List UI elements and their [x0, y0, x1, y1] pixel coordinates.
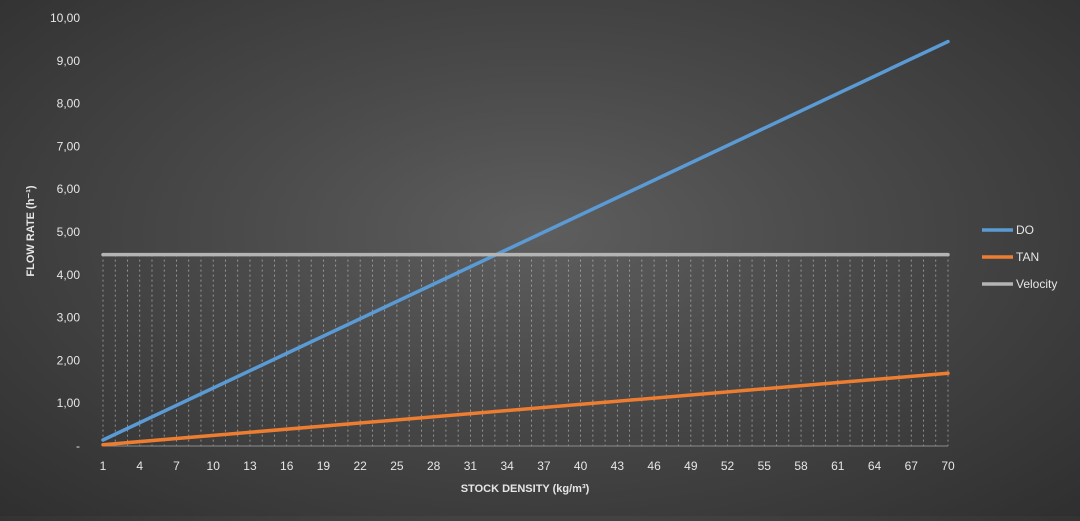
x-tick-label: 55 [758, 459, 772, 473]
y-tick-label: 1,00 [57, 396, 81, 410]
x-tick-label: 58 [794, 459, 808, 473]
x-tick-label: 64 [868, 459, 882, 473]
y-tick-label: 9,00 [57, 54, 81, 68]
series [101, 39, 950, 447]
x-tick-label: 25 [390, 459, 404, 473]
y-tick-label: 10,00 [50, 11, 80, 25]
x-axis-ticks: 1 4 7 10 13 16 19 22 25 28 31 34 37 40 43 46 49 52 55 58 61 6… [100, 459, 955, 473]
x-tick-label: 49 [684, 459, 698, 473]
y-tick-label: 3,00 [57, 311, 81, 325]
x-tick-label: 67 [905, 459, 919, 473]
y-tick-label: 5,00 [57, 225, 81, 239]
legend-label: Velocity [1016, 277, 1057, 291]
x-tick-label: 22 [353, 459, 367, 473]
x-tick-label: 52 [721, 459, 735, 473]
x-tick-label: 40 [574, 459, 588, 473]
x-tick-label: 7 [173, 459, 180, 473]
x-tick-label: 13 [243, 459, 257, 473]
y-tick-label: 7,00 [57, 139, 81, 153]
x-tick-label: 1 [100, 459, 107, 473]
x-tick-label: 46 [647, 459, 661, 473]
x-tick-label: 28 [427, 459, 441, 473]
y-tick-label: 8,00 [57, 97, 81, 111]
y-tick-label: - [76, 439, 80, 453]
series-line-tan [101, 371, 950, 447]
x-tick-label: 16 [280, 459, 294, 473]
x-axis-title: STOCK DENSITY (kg/m³) [461, 483, 590, 495]
x-tick-label: 4 [136, 459, 143, 473]
y-tick-label: 6,00 [57, 182, 81, 196]
y-axis-ticks: - 1,00 2,00 3,00 4,00 5,00 6,00 7,00 8,00 9,00 10,… [50, 11, 80, 453]
x-tick-label: 31 [464, 459, 478, 473]
x-tick-label: 34 [500, 459, 514, 473]
x-tick-label: 43 [611, 459, 625, 473]
series-line-do [101, 39, 950, 442]
legend-label: DO [1016, 223, 1034, 237]
x-tick-label: 19 [317, 459, 331, 473]
x-tick-label: 61 [831, 459, 845, 473]
y-tick-label: 4,00 [57, 268, 81, 282]
x-tick-label: 37 [537, 459, 551, 473]
x-tick-label: 70 [941, 459, 955, 473]
legend-label: TAN [1016, 250, 1039, 264]
y-axis-title: FLOW RATE (h⁻¹) [25, 185, 37, 276]
x-tick-label: 10 [207, 459, 221, 473]
y-tick-label: 2,00 [57, 353, 81, 367]
grid [102, 254, 949, 446]
legend: DO TAN Velocity [982, 223, 1057, 291]
